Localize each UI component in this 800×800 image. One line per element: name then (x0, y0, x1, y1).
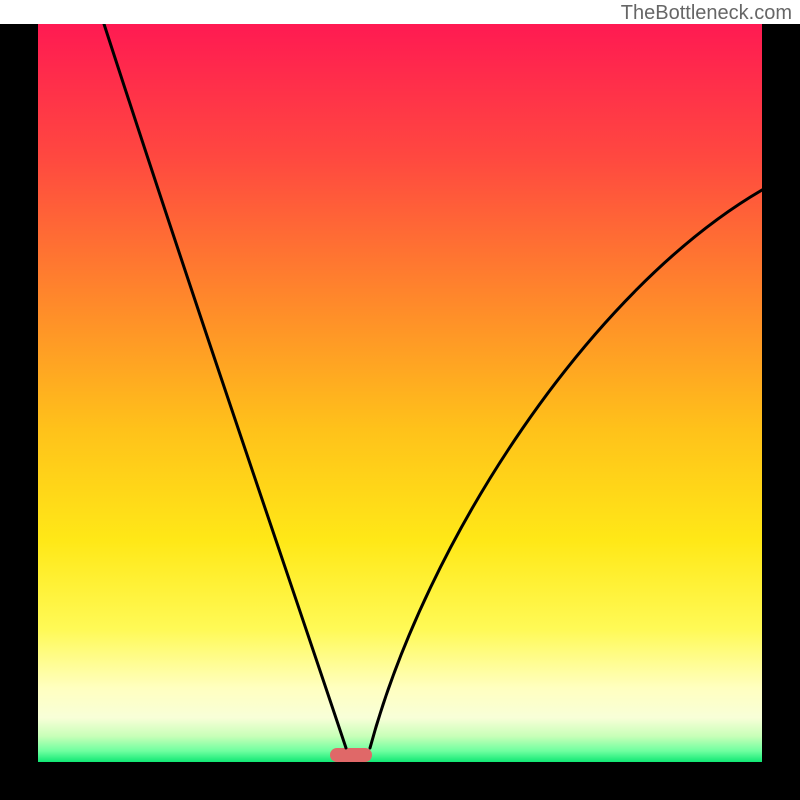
plot-area (38, 24, 762, 762)
chart-container: TheBottleneck.com (0, 0, 800, 800)
optimum-marker (330, 748, 372, 762)
bottleneck-chart (0, 0, 800, 800)
watermark-text: TheBottleneck.com (621, 2, 792, 25)
